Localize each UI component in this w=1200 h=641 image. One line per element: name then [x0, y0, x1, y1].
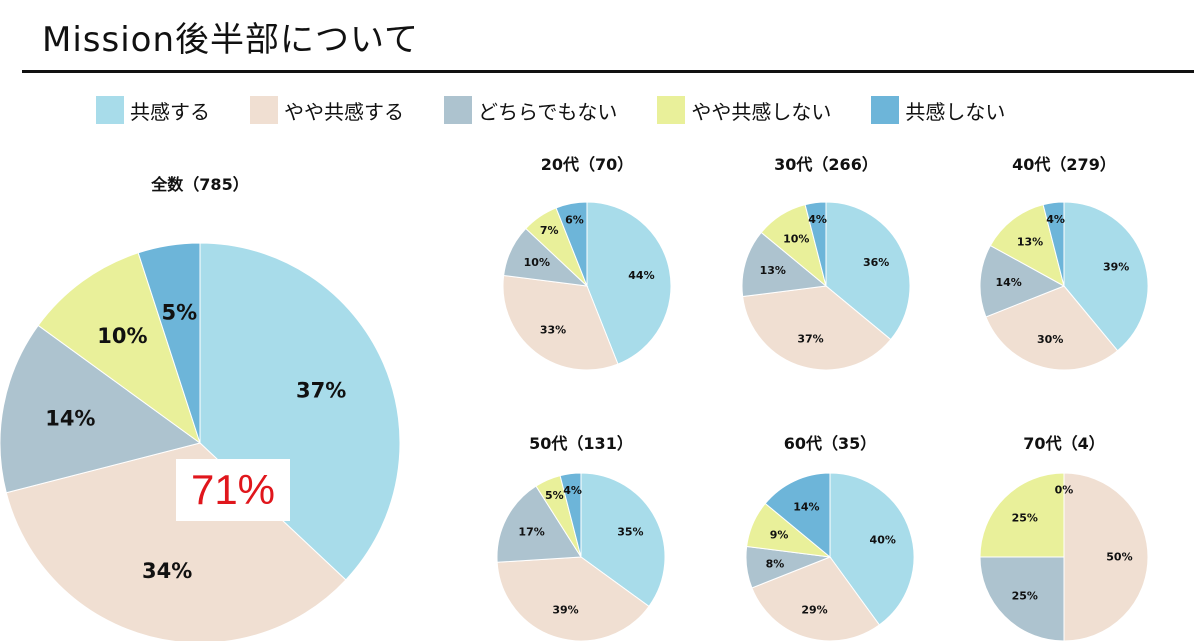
pie-data-label: 14%: [793, 500, 819, 513]
pie-title: 70代（4）: [1023, 434, 1104, 453]
agree-total-callout: 71%: [176, 459, 290, 521]
pie-slice-agree: [829, 472, 915, 626]
pie-slice-neutral: [979, 556, 1065, 641]
pie-data-label: 25%: [1012, 590, 1038, 603]
pie-data-label: 37%: [797, 333, 823, 346]
pie-data-label: 5%: [545, 489, 564, 502]
pie-data-label: 10%: [97, 324, 147, 348]
legend-label: 共感しない: [905, 99, 1006, 124]
pie-slice-somewhat-agree: [5, 442, 347, 641]
pie-title: 60代（35）: [784, 434, 877, 453]
legend-swatch: [250, 96, 278, 124]
legend-item: 共感しない: [871, 96, 1005, 125]
pie-data-label: 7%: [540, 224, 559, 237]
pie-data-label: 9%: [770, 528, 789, 541]
legend-swatch: [871, 96, 900, 124]
pie-slice-somewhat-agree: [502, 274, 619, 371]
pie-data-label: 13%: [760, 264, 786, 277]
pie-slice-agree: [825, 201, 911, 341]
pie-slice-somewhat-agree: [1063, 472, 1149, 641]
pie-data-label: 25%: [1012, 511, 1038, 524]
pie-data-label: 30%: [1037, 333, 1063, 346]
pie-chart: 60代（35） 40% 29% 8% 9% 14%: [745, 434, 915, 641]
pie-data-label: 35%: [617, 525, 643, 538]
pie-data-label: 6%: [565, 213, 584, 226]
pie-title: 30代（266）: [774, 155, 878, 174]
pie-chart: 20代（70） 44% 33% 10% 7% 6%: [502, 155, 672, 371]
pie-slice-somewhat-agree: [742, 285, 892, 371]
pie-data-label: 4%: [808, 213, 827, 226]
legend-label: やや共感する: [284, 99, 404, 124]
pie-chart: 50代（131） 35% 39% 17% 5% 4%: [496, 434, 666, 641]
pie-data-label: 34%: [142, 559, 192, 583]
pie-title: 20代（70）: [541, 155, 634, 174]
title-divider: [22, 70, 1194, 73]
pie-data-label: 44%: [628, 269, 654, 282]
pie-slice-somewhat-disagree: [37, 252, 201, 445]
pie-data-label: 36%: [863, 256, 889, 269]
pie-data-label: 17%: [518, 525, 544, 538]
pie-slice-agree: [1063, 201, 1149, 352]
pie-data-label: 4%: [563, 484, 582, 497]
legend-item: やや共感しない: [657, 96, 831, 125]
pie-slice-disagree: [804, 201, 827, 287]
pie-chart: 70代（4）0%50%25%25%0%: [979, 434, 1149, 641]
pie-title: 50代（131）: [529, 434, 633, 453]
pie-slice-disagree: [1042, 201, 1065, 287]
pie-slice-disagree: [764, 472, 831, 559]
pie-data-label: 0%: [1055, 483, 1074, 496]
legend-label: どちらでもない: [478, 99, 618, 124]
legend-item: 共感する: [96, 96, 210, 125]
pie-slice-agree: [199, 242, 401, 581]
pie-data-label: 8%: [766, 557, 785, 570]
pie-slice-neutral: [741, 231, 828, 298]
legend-label: やや共感しない: [691, 99, 832, 124]
pie-chart: 40代（279） 39% 30% 14% 13%4%: [979, 155, 1149, 371]
pie-data-label: 5%: [162, 301, 198, 325]
pie-slice-neutral: [979, 244, 1066, 318]
pie-chart: 全数（785） 37% 34% 14% 10% 5%: [0, 175, 401, 641]
pie-slice-somewhat-agree: [751, 556, 881, 641]
pie-title: 40代（279）: [1012, 155, 1116, 174]
pie-slice-agree: [580, 472, 666, 608]
legend-swatch: [657, 96, 686, 124]
pie-data-label: 10%: [524, 256, 550, 269]
pie-slice-somewhat-agree: [496, 556, 650, 641]
pie-data-label: 33%: [540, 323, 566, 336]
pie-data-label: 39%: [1103, 261, 1129, 274]
legend-item: どちらでもない: [444, 96, 617, 125]
pie-slice-neutral: [496, 485, 582, 563]
pie-data-label: 13%: [1017, 236, 1043, 249]
pie-data-label: 40%: [870, 533, 896, 546]
pie-data-label: 4%: [1046, 213, 1065, 226]
pie-slice-neutral: [0, 324, 202, 494]
pie-slice-disagree: [137, 242, 201, 444]
pie-title: 全数（785）: [150, 175, 248, 194]
legend-item: やや共感する: [250, 96, 404, 125]
pie-data-label: 10%: [783, 233, 809, 246]
legend-swatch: [96, 96, 124, 124]
agree-total-callout-text: 71%: [190, 466, 276, 513]
pie-slice-disagree: [555, 201, 588, 287]
pie-slice-somewhat-agree: [985, 285, 1119, 371]
pie-data-label: 14%: [995, 276, 1021, 289]
pie-data-label: 29%: [801, 604, 827, 617]
pie-chart: 30代（266） 36% 37% 13% 10% 4%: [741, 155, 911, 371]
pie-slice-agree: [586, 201, 672, 365]
page-title: Mission後半部について: [42, 20, 419, 60]
pie-data-label: 37%: [296, 379, 346, 403]
pie-data-label: 14%: [45, 406, 95, 430]
pie-data-label: 50%: [1106, 551, 1132, 564]
legend-label: 共感する: [130, 99, 210, 124]
pie-slice-somewhat-disagree: [989, 204, 1065, 287]
pie-slice-somewhat-disagree: [979, 472, 1065, 558]
legend-swatch: [444, 96, 472, 124]
pie-slice-disagree: [559, 472, 582, 558]
pie-data-label: 39%: [552, 604, 578, 617]
chart-legend: 共感する やや共感する どちらでもない やや共感しない 共感しない: [96, 96, 1045, 124]
